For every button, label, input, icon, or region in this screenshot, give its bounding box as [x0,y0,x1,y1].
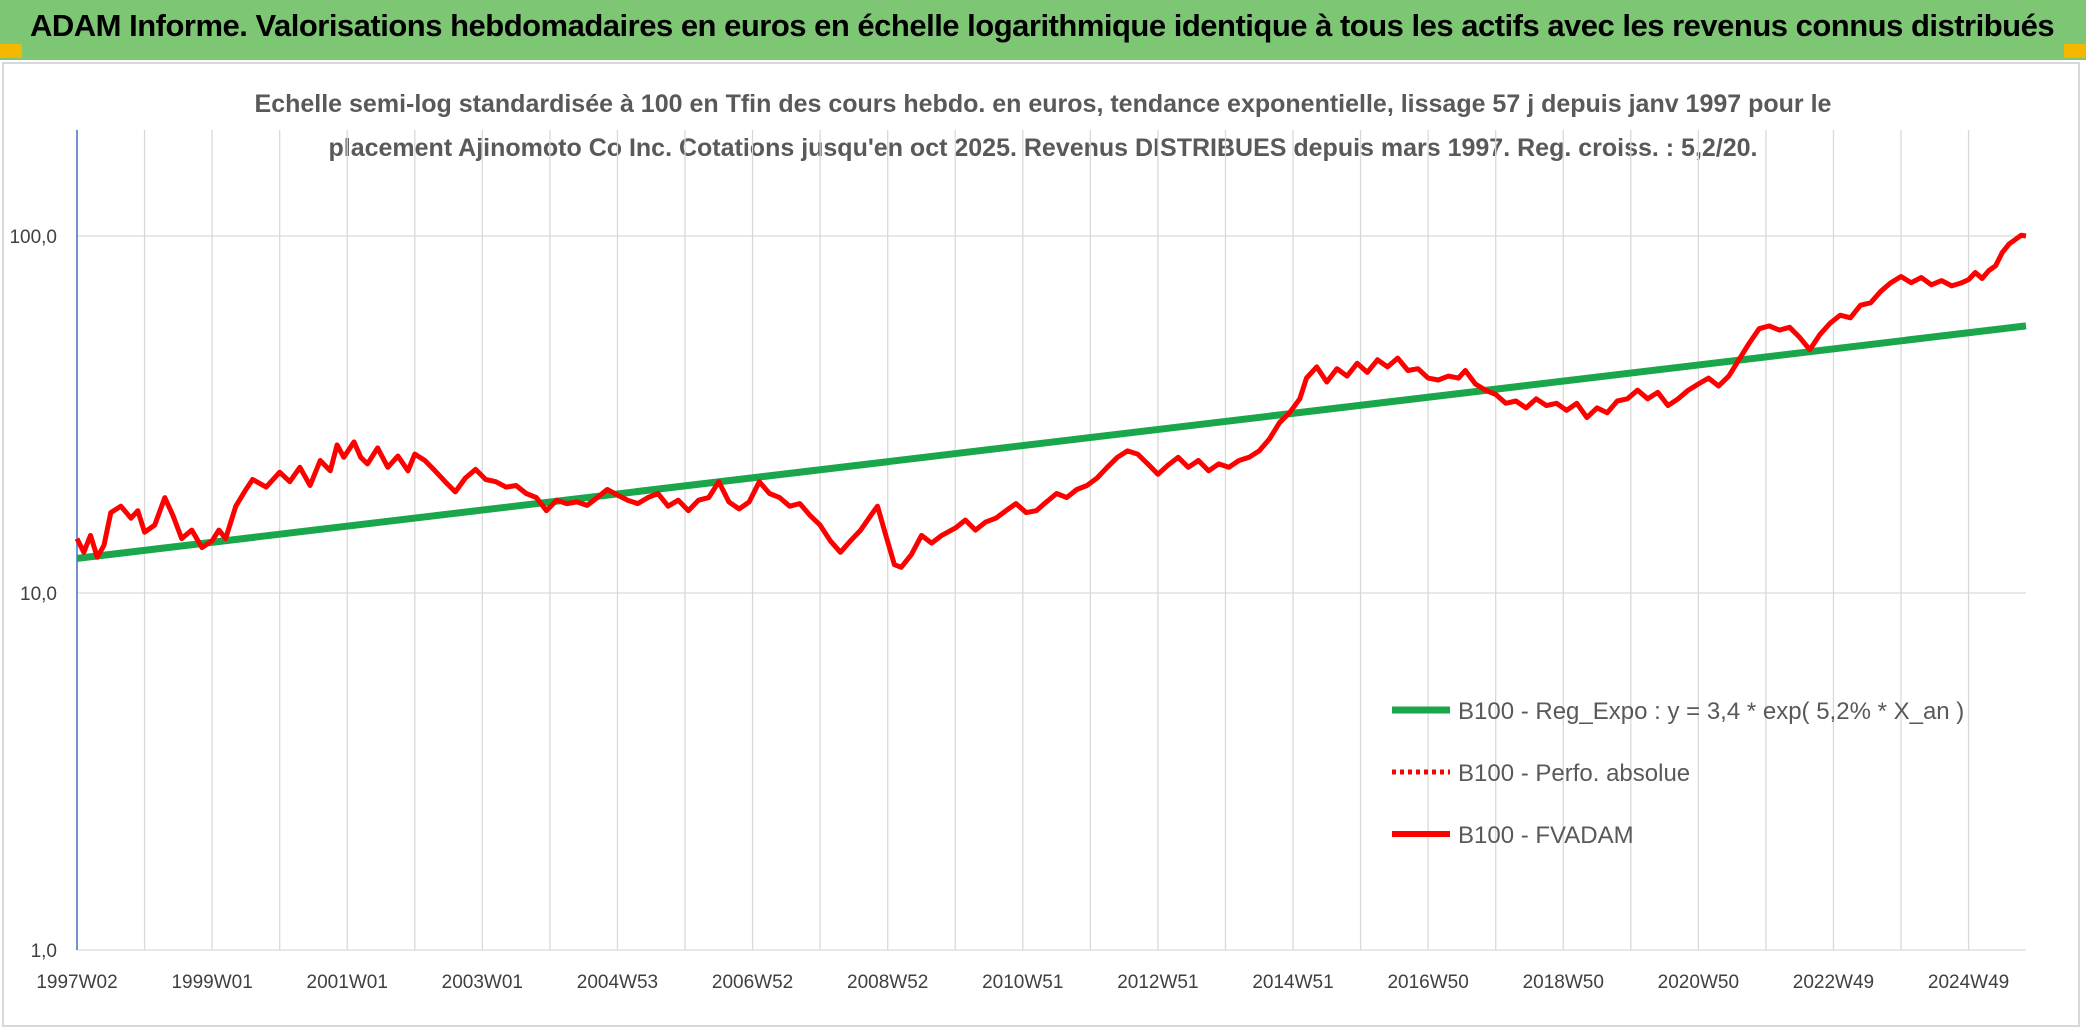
x-tick-label: 2008W52 [847,972,928,993]
report-title: ADAM Informe. Valorisations hebdomadaire… [30,8,2055,43]
series-line-fvadam [74,232,2027,570]
x-tick-label: 2003W01 [442,972,523,993]
x-tick-label: 1999W01 [171,972,252,993]
x-tick-label: 1997W02 [36,972,117,993]
x-tick-label: 2016W50 [1387,972,1468,993]
x-tick-label: 2022W49 [1793,972,1874,993]
corner-marker-left [0,44,22,58]
y-tick-label: 100,0 [9,227,57,248]
x-tick-label: 2012W51 [1117,972,1198,993]
y-tick-label: 10,0 [20,584,57,605]
y-tick-label: 1,0 [31,941,57,962]
x-tick-label: 2024W49 [1928,972,2009,993]
x-tick-label: 2014W51 [1252,972,1333,993]
chart-title-line-1: Echelle semi-log standardisée à 100 en T… [254,90,1832,118]
legend-label-perfo-absolue: B100 - Perfo. absolue [1458,760,1690,787]
legend-label-reg-expo: B100 - Reg_Expo : y = 3,4 * exp( 5,2% * … [1458,698,1964,725]
x-tick-label: 2010W51 [982,972,1063,993]
chart-title-line-2: placement Ajinomoto Co Inc. Cotations ju… [328,134,1758,162]
x-tick-label: 2020W50 [1658,972,1739,993]
x-tick-label: 2006W52 [712,972,793,993]
legend-label-fvadam: B100 - FVADAM [1458,822,1634,849]
corner-marker-right [2064,44,2086,58]
series-line-reg-expo [76,322,2027,562]
report-header: ADAM Informe. Valorisations hebdomadaire… [0,0,2086,60]
chart-frame [2,62,2080,1027]
x-tick-label: 2004W53 [577,972,658,993]
x-tick-label: 2001W01 [307,972,388,993]
x-tick-label: 2018W50 [1523,972,1604,993]
